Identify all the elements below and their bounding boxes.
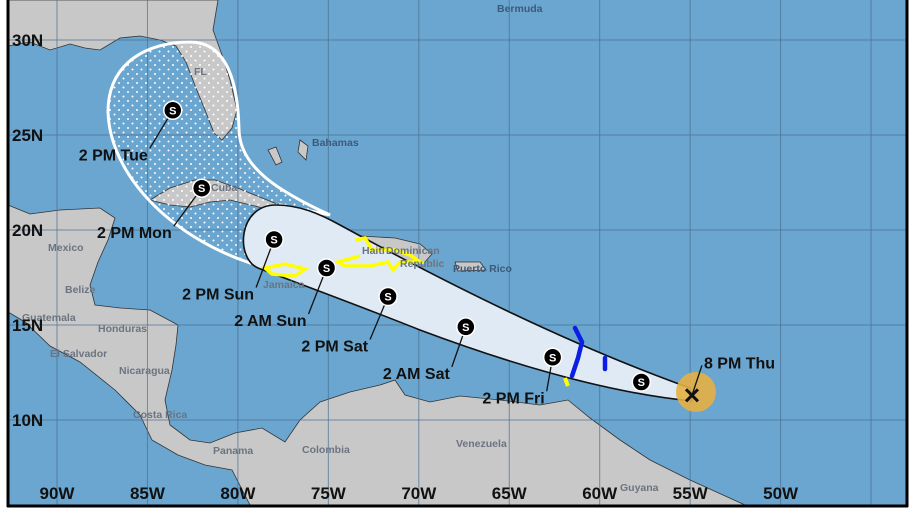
lat-label: 30N: [12, 31, 43, 50]
forecast-point: S: [456, 317, 476, 337]
label-belize: Belize: [65, 284, 96, 296]
label-jamaica: Jamaica: [263, 279, 305, 291]
forecast-point: S: [378, 286, 398, 307]
warning-areas: [261, 236, 608, 387]
label-nicaragua: Nicaragua: [119, 365, 170, 377]
label-fl: FL: [194, 66, 207, 78]
forecast-time-label: 2 AM Sat: [383, 366, 451, 383]
lat-label: 15N: [12, 316, 43, 335]
lon-label: 75W: [311, 484, 347, 503]
land-bahamas: [267, 146, 283, 166]
storm-symbol-letter: S: [638, 377, 645, 389]
forecast-point: S: [264, 229, 284, 250]
label-haiti: Haiti: [362, 245, 385, 257]
label-honduras: Honduras: [98, 323, 147, 335]
label-mexico: Mexico: [48, 242, 84, 254]
warning-lesser-antilles: [563, 377, 570, 387]
label-guyana: Guyana: [620, 482, 659, 494]
lat-label: 10N: [12, 411, 43, 430]
x-mark-icon: [684, 388, 700, 403]
storm-symbol-icon: [316, 258, 337, 278]
watch-lesser-antilles: [569, 325, 585, 379]
lon-label: 70W: [401, 484, 437, 503]
storm-symbol-icon: [264, 229, 284, 250]
label-venezuela: Venezuela: [456, 438, 507, 450]
label-puerto-rico: Puerto Rico: [453, 263, 512, 275]
land-bahamas-2: [297, 139, 309, 161]
forecast-time-label: 2 PM Tue: [79, 147, 148, 164]
lon-label: 50W: [763, 484, 799, 503]
label-el-salvador: El Salvador: [50, 348, 107, 360]
label-bahamas: Bahamas: [312, 137, 359, 149]
lon-label: 90W: [40, 484, 76, 503]
storm-symbol-letter: S: [198, 183, 205, 195]
lon-label: 60W: [582, 484, 618, 503]
lon-label: 85W: [130, 484, 166, 503]
forecast-point: S: [163, 100, 183, 121]
forecast-point: S: [631, 372, 652, 392]
forecast-point: S: [191, 178, 212, 198]
lat-label: 20N: [12, 221, 43, 240]
leader-line: [691, 365, 703, 396]
lon-label: 55W: [673, 484, 709, 503]
map-labels: Bermuda FL Bahamas Cuba Mexico Belize Gu…: [22, 3, 659, 494]
land-puerto-rico: [454, 261, 487, 272]
label-guatemala: Guatemala: [22, 312, 76, 324]
storm-symbol-letter: S: [323, 263, 330, 275]
axis-labels: 30N 25N 20N 15N 10N 90W 85W 80W 75W 70W 65W 60W 55W 5…: [12, 31, 799, 503]
label-panama: Panama: [213, 445, 253, 457]
forecast-time-label: 2 PM Sun: [182, 287, 254, 304]
lon-label: 80W: [220, 484, 256, 503]
storm-symbol-icon: [542, 347, 563, 368]
label-colombia: Colombia: [302, 444, 350, 456]
label-republic: Republic: [400, 258, 444, 270]
label-costa-rica: Costa Rica: [133, 409, 187, 421]
forecast-time-label: 2 AM Sun: [234, 313, 306, 330]
forecast-time-label: 2 PM Fri: [482, 390, 544, 407]
storm-symbol-icon: [631, 372, 652, 392]
label-cuba: Cuba: [211, 182, 237, 194]
storm-symbol-icon: [191, 178, 212, 198]
storm-symbol-icon: [163, 100, 183, 121]
forecast-point: S: [542, 347, 563, 368]
warning-haiti: [333, 236, 426, 273]
storm-symbol-letter: S: [549, 352, 556, 364]
label-bermuda: Bermuda: [497, 3, 543, 15]
storm-symbol-letter: S: [169, 105, 176, 117]
forecast-track: S 2 PM Fri S 2 AM Sat S 2 PM Sat S 2 AM Sun S 2 P…: [79, 100, 775, 407]
lon-label: 65W: [492, 484, 528, 503]
storm-symbol-icon: [378, 286, 398, 307]
storm-symbol-icon: [456, 317, 476, 337]
lat-label: 25N: [12, 126, 43, 145]
warning-jamaica: [261, 262, 310, 278]
storm-symbol-letter: S: [384, 292, 391, 304]
storm-symbol-letter: S: [270, 235, 277, 247]
current-time-label: 8 PM Thu: [704, 355, 775, 372]
storm-symbol-letter: S: [462, 322, 469, 334]
forecast-time-label: 2 PM Sat: [301, 339, 368, 356]
label-dominican: Dominican: [386, 245, 440, 257]
forecast-point: S: [316, 258, 337, 278]
forecast-time-label: 2 PM Mon: [97, 225, 172, 242]
land-central-and-south-america: [7, 204, 746, 506]
